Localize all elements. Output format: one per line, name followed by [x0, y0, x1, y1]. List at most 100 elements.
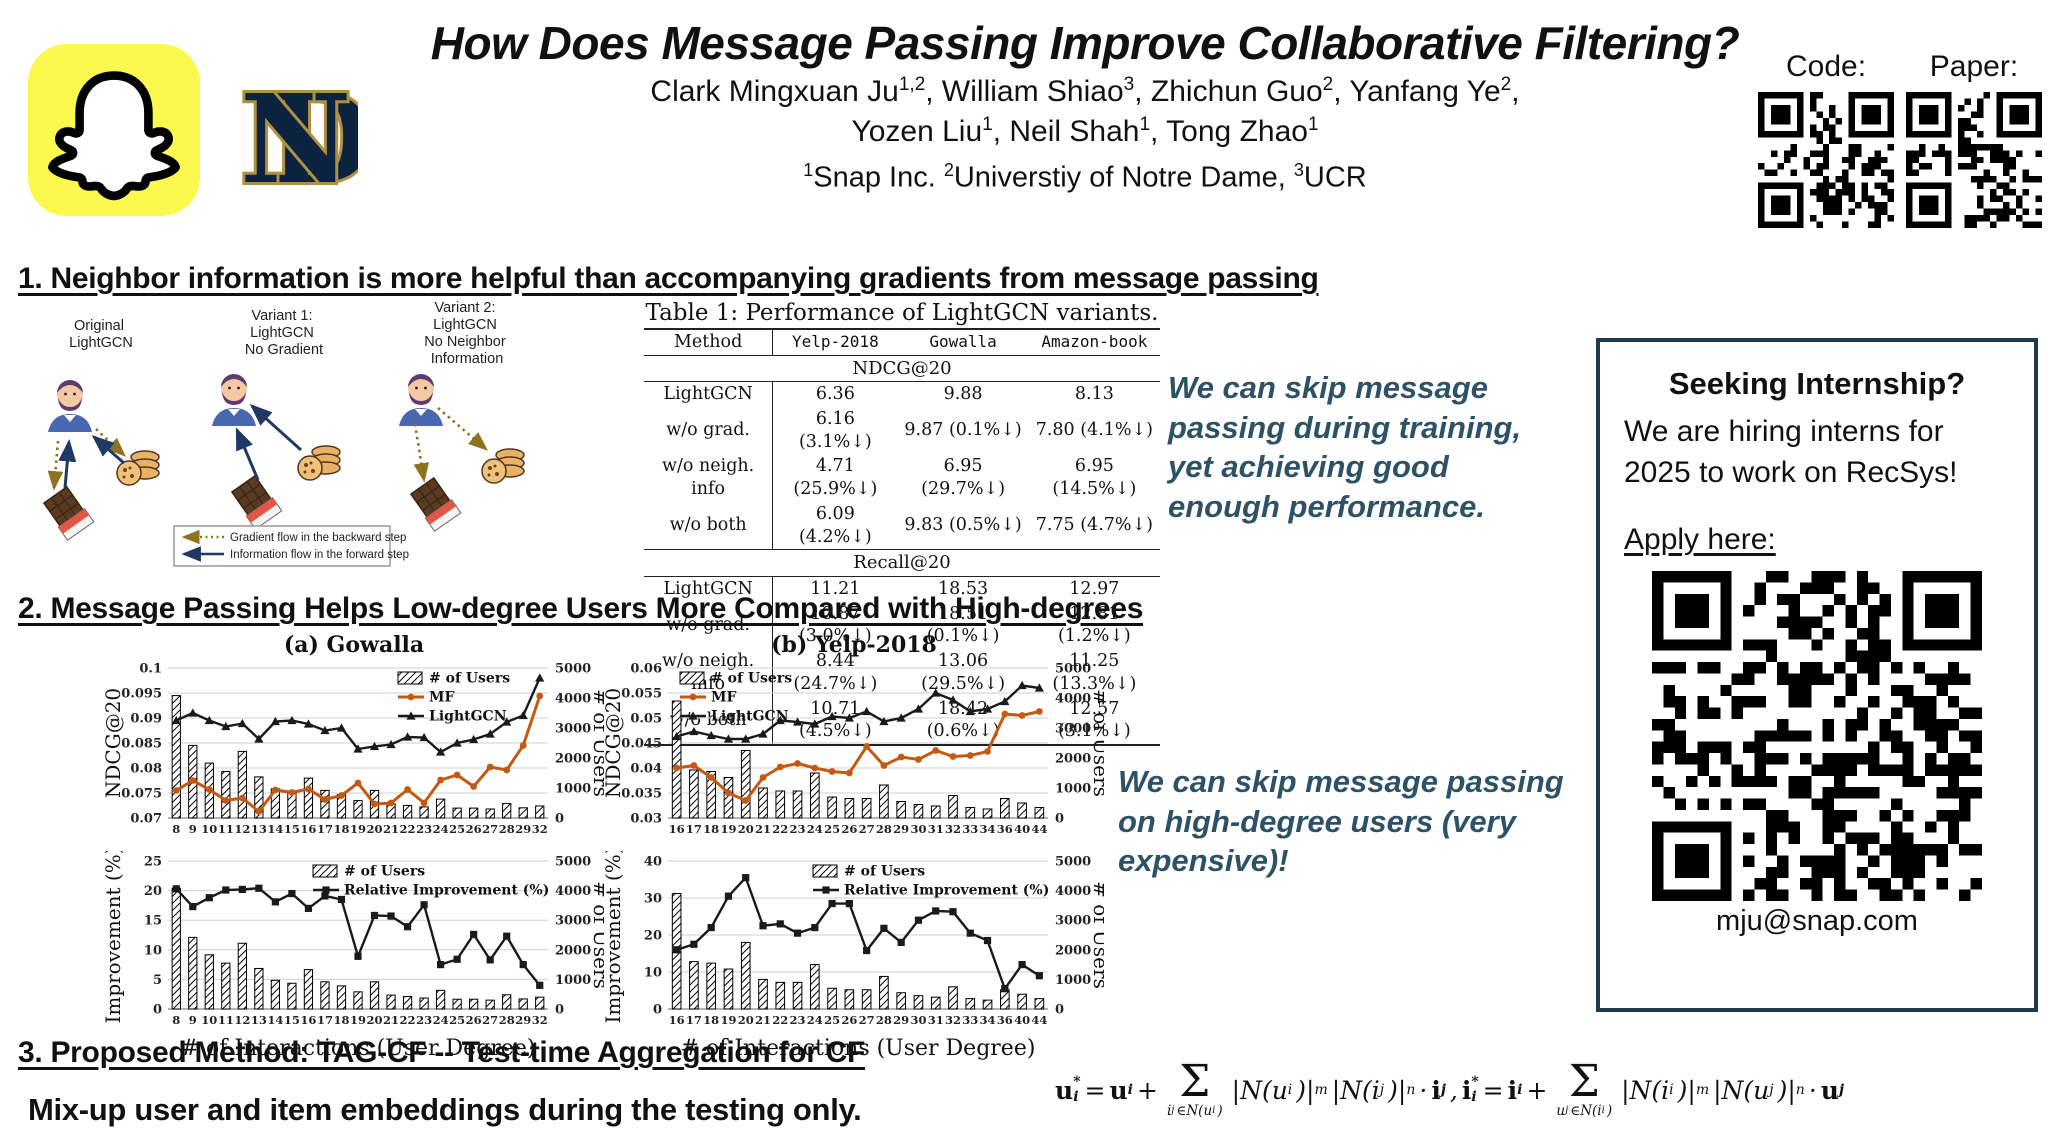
svg-text:2000: 2000 [555, 752, 591, 767]
svg-text:33: 33 [962, 1013, 978, 1027]
svg-text:26: 26 [466, 1013, 482, 1027]
svg-text:16: 16 [669, 822, 685, 836]
svg-text:4000: 4000 [1055, 884, 1091, 899]
table-column-header: Amazon-book [1041, 331, 1148, 351]
x-axis-label: # of Interactions (User Degree) [181, 1036, 536, 1061]
svg-text:29: 29 [893, 822, 909, 836]
svg-text:15: 15 [284, 1013, 300, 1027]
svg-text:0.08: 0.08 [130, 762, 162, 777]
contact-email[interactable]: mju@snap.com [1716, 905, 1918, 937]
yelp-chart: (b) Yelp-2018 0.03 0.035 0.04 0.045 0.05 0.05… [601, 632, 1113, 1070]
svg-text:40: 40 [1014, 1013, 1030, 1027]
legend-item-label: MF [429, 690, 454, 706]
svg-text:44: 44 [1031, 822, 1047, 836]
svg-text:3000: 3000 [1055, 914, 1091, 929]
svg-text:26: 26 [841, 1013, 857, 1027]
svg-text:19: 19 [350, 822, 366, 836]
svg-text:14: 14 [267, 1013, 283, 1027]
variant-label-original: Original LightGCN [69, 318, 133, 351]
svg-text:5000: 5000 [555, 662, 591, 677]
svg-text:8: 8 [172, 822, 180, 836]
svg-text:10: 10 [201, 822, 217, 836]
callout-skip-training: We can skip message passing during train… [1168, 370, 1522, 525]
svg-text:3000: 3000 [555, 722, 591, 737]
svg-text:0.055: 0.055 [621, 687, 662, 702]
chocolate-icon [408, 476, 462, 532]
svg-text:10: 10 [644, 966, 662, 981]
svg-text:20: 20 [738, 822, 754, 836]
chart-a-title: (a) Gowalla [283, 632, 425, 658]
svg-text:26: 26 [466, 822, 482, 836]
svg-text:31: 31 [928, 1013, 944, 1027]
variant-label-2: Variant 2: LightGCN No Neighbor Informat… [424, 300, 509, 367]
svg-text:24: 24 [433, 822, 449, 836]
apply-here-link[interactable]: Apply here: [1624, 523, 1776, 556]
chocolate-icon [41, 485, 95, 541]
svg-text:2000: 2000 [1055, 943, 1091, 958]
snapchat-ghost-logo-icon [28, 44, 200, 216]
callout-skip-high-degree: We can skip message passing on high-degr… [1118, 764, 1564, 879]
right-y-axis-label: # of Users [589, 689, 604, 797]
chart-b-title: (b) Yelp-2018 [771, 632, 937, 658]
svg-text:18: 18 [333, 1013, 349, 1027]
svg-text:N: N [240, 67, 352, 211]
svg-text:22: 22 [772, 1013, 788, 1027]
svg-text:23: 23 [790, 1013, 806, 1027]
svg-text:0: 0 [153, 1003, 162, 1018]
right-y-axis-label: # of Users [1089, 881, 1104, 989]
table-1: Method Yelp-2018 Gowalla Amazon-book NDCG@20… [644, 328, 1160, 747]
svg-text:20: 20 [367, 1013, 383, 1027]
svg-text:15: 15 [144, 914, 162, 929]
svg-text:27: 27 [482, 1013, 498, 1027]
gradient-flow-arrow [413, 423, 430, 483]
svg-text:24: 24 [433, 1013, 449, 1027]
svg-text:28: 28 [499, 1013, 515, 1027]
svg-text:32: 32 [532, 822, 548, 836]
svg-text:32: 32 [945, 822, 961, 836]
svg-text:18: 18 [703, 822, 719, 836]
svg-text:4000: 4000 [555, 692, 591, 707]
information-flow-arrow [249, 403, 303, 452]
svg-text:0: 0 [1055, 812, 1064, 827]
svg-text:1000: 1000 [555, 973, 591, 988]
svg-text:33: 33 [962, 822, 978, 836]
table-row: w/o both 6.09 (4.2%↓) 9.83 (0.5%↓) 7.75 (4.… [644, 501, 1160, 550]
cookies-icon [481, 448, 525, 484]
svg-text:23: 23 [416, 1013, 432, 1027]
information-flow-arrow [58, 439, 77, 489]
cookies-icon [116, 450, 160, 486]
svg-text:0.075: 0.075 [121, 787, 162, 802]
svg-text:0.1: 0.1 [139, 662, 162, 677]
svg-text:25: 25 [824, 1013, 840, 1027]
lightgcn-variants-diagram: Original LightGCN Variant 1: LightGCN No… [41, 300, 525, 567]
svg-text:24: 24 [807, 822, 823, 836]
table-row: w/o neigh. info 8.44 (24.7%↓) 13.06 (29.5%… [644, 649, 1160, 697]
internship-body: We are hiring interns for 2025 to work o… [1624, 415, 1958, 489]
table-column-header: Gowalla [929, 331, 997, 351]
svg-text:17: 17 [686, 1013, 702, 1027]
svg-text:25: 25 [144, 855, 162, 870]
svg-text:2000: 2000 [1055, 752, 1091, 767]
svg-text:23: 23 [790, 822, 806, 836]
svg-text:16: 16 [300, 822, 316, 836]
svg-text:24: 24 [807, 1013, 823, 1027]
svg-text:30: 30 [910, 1013, 926, 1027]
section-2-heading: 2. Message Passing Helps Low-degree User… [18, 592, 1144, 625]
svg-text:25: 25 [449, 822, 465, 836]
paper-qr-label: Paper: [1929, 50, 2019, 83]
svg-text:21: 21 [755, 1013, 771, 1027]
svg-text:32: 32 [532, 1013, 548, 1027]
table-row: w/o grad. 6.16 (3.1%↓) 9.87 (0.1%↓) 7.80 (4… [644, 406, 1160, 455]
legend-item-label: # of Users [429, 671, 510, 687]
svg-text:40: 40 [644, 855, 662, 870]
user-avatar-icon [48, 380, 92, 432]
svg-text:22: 22 [400, 822, 416, 836]
legend-item-label: MF [711, 690, 736, 706]
gradient-flow-arrow [47, 440, 64, 491]
svg-text:28: 28 [499, 822, 515, 836]
section-3-heading: 3. Proposed Method: TAG-CF -- Test-time … [18, 1036, 866, 1069]
svg-text:12: 12 [234, 1013, 250, 1027]
table-row: LightGCN 11.21 18.53 12.97 [644, 576, 1160, 602]
